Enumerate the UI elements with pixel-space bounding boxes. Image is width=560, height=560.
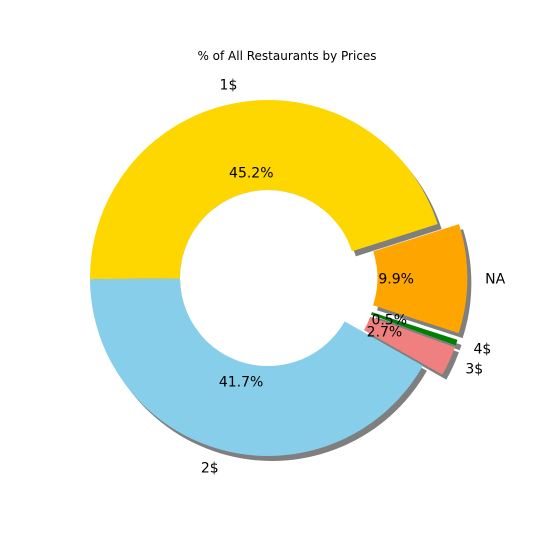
slice-2 <box>90 278 423 457</box>
slice-label-2: 2$ <box>201 460 219 476</box>
slice-pct-4: 0.5% <box>371 313 407 329</box>
slice-percent-labels: 9.9% 45.2% 41.7% 2.7%0.5% <box>219 166 414 391</box>
slice-4 <box>371 312 458 346</box>
slice-label-na: NA <box>485 272 505 288</box>
slices <box>90 100 468 457</box>
slice-label-1: 1$ <box>220 78 238 94</box>
slice-pct-2: 41.7% <box>219 374 263 390</box>
slice-labels: NA 1$ 2$ 3$ 4$ <box>201 78 506 477</box>
chart-title: % of All Restaurants by Prices <box>197 49 376 63</box>
slice-na <box>373 224 468 334</box>
slice-pct-1: 45.2% <box>229 166 273 182</box>
slice-label-3: 3$ <box>465 362 483 378</box>
slice-pct-na: 9.9% <box>378 271 414 287</box>
donut-hole <box>180 190 356 366</box>
slice-label-4: 4$ <box>473 341 491 357</box>
slice-pct-3: 2.7% <box>367 324 403 340</box>
slice-1 <box>90 100 438 280</box>
slice-3 <box>363 316 455 375</box>
